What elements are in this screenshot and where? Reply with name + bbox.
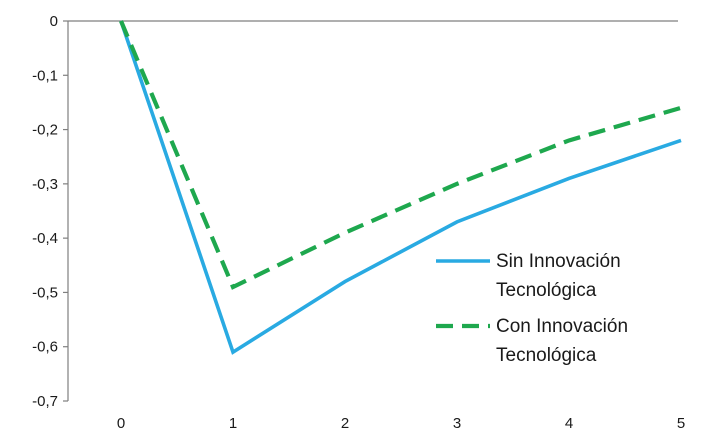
axes bbox=[67, 20, 678, 401]
legend: Sin Innovación Tecnológica Con Innovación T… bbox=[436, 251, 628, 366]
legend-label: Tecnológica bbox=[496, 345, 597, 366]
x-tick-label: 2 bbox=[341, 415, 349, 432]
legend-label: Sin Innovación bbox=[496, 251, 621, 272]
y-tick-label: -0,3 bbox=[32, 176, 58, 193]
x-tick-label: 1 bbox=[229, 415, 237, 432]
y-tick-label: -0,5 bbox=[32, 284, 58, 301]
x-tick-label: 3 bbox=[453, 415, 461, 432]
y-tick-label: -0,4 bbox=[32, 230, 58, 247]
legend-label: Con Innovación bbox=[496, 316, 628, 337]
x-tick-label: 5 bbox=[677, 415, 685, 432]
y-tick-label: -0,1 bbox=[32, 67, 58, 84]
y-tick-label: -0,7 bbox=[32, 393, 58, 410]
y-tick-label: -0,2 bbox=[32, 122, 58, 139]
series-line-con-innovacion bbox=[119, 20, 682, 290]
series-lines bbox=[119, 20, 682, 355]
x-tick-label: 4 bbox=[565, 415, 573, 432]
x-tick-label: 0 bbox=[117, 415, 125, 432]
y-tick-label: -0,6 bbox=[32, 339, 58, 356]
y-axis-ticks: 0 -0,1 -0,2 -0,3 -0,4 -0,5 -0,6 -0,7 bbox=[32, 13, 68, 410]
legend-label: Tecnológica bbox=[496, 280, 597, 301]
series-line-sin-innovacion bbox=[119, 20, 682, 355]
x-axis-ticks: 0 1 2 3 4 5 bbox=[117, 415, 685, 432]
y-tick-label: 0 bbox=[50, 13, 58, 30]
